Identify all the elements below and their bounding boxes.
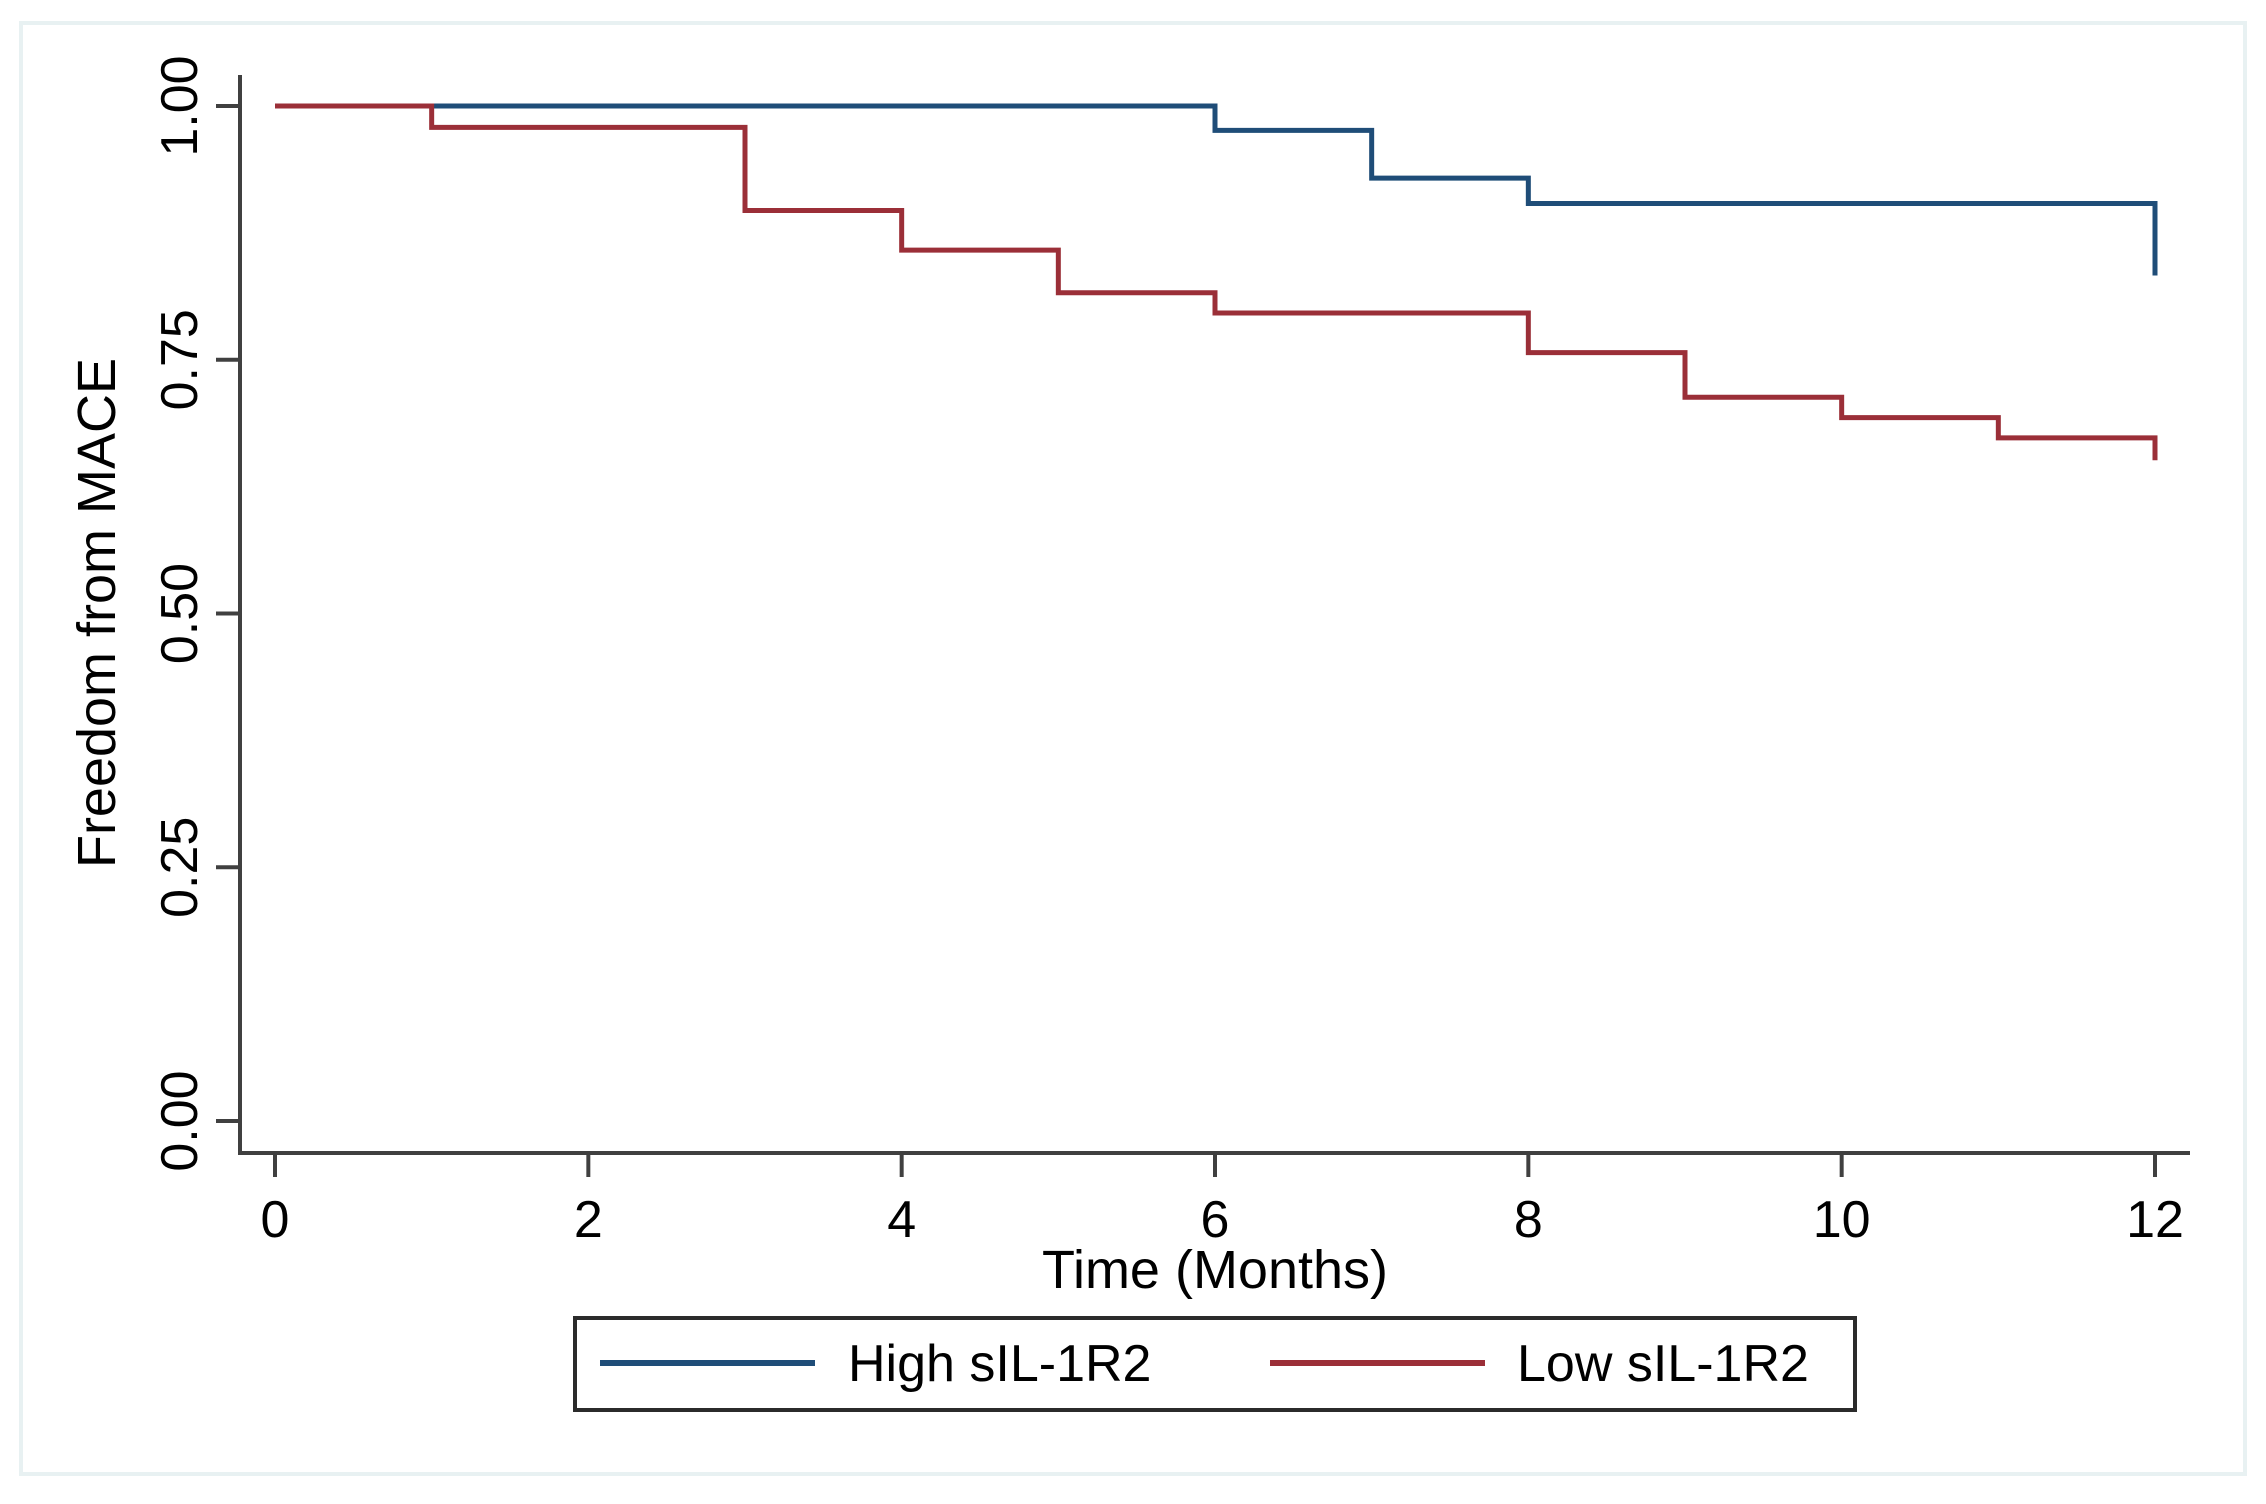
y-tick-label: 1.00 (151, 55, 209, 156)
y-tick-label: 0.00 (151, 1070, 209, 1171)
x-tick-label: 8 (1514, 1191, 1543, 1249)
legend: High sIL-1R2 Low sIL-1R2 (573, 1316, 1857, 1412)
x-tick-label: 4 (887, 1191, 916, 1249)
figure-frame (19, 21, 2247, 1476)
y-tick-label: 0.50 (151, 563, 209, 664)
series-low-sil1r2-line (275, 103, 2158, 461)
legend-high-label: High sIL-1R2 (848, 1335, 1151, 1393)
x-tick-label: 6 (1201, 1191, 1230, 1249)
y-tick-label: 0.75 (151, 309, 209, 410)
series-high-sil1r2-line (275, 103, 2158, 276)
y-axis-title: Freedom from MACE (67, 358, 127, 868)
legend-low-label: Low sIL-1R2 (1517, 1335, 1809, 1393)
x-tick-label: 12 (2126, 1191, 2184, 1249)
x-axis-title: Time (Months) (1042, 1240, 1388, 1300)
x-tick-label: 2 (574, 1191, 603, 1249)
x-tick-label: 10 (1813, 1191, 1871, 1249)
y-tick-label: 0.25 (151, 817, 209, 918)
x-tick-label: 0 (261, 1191, 290, 1249)
ticks-layer: 0 2 4 6 8 10 12 0.00 0.25 0.50 0.75 1.00 (151, 55, 2184, 1249)
